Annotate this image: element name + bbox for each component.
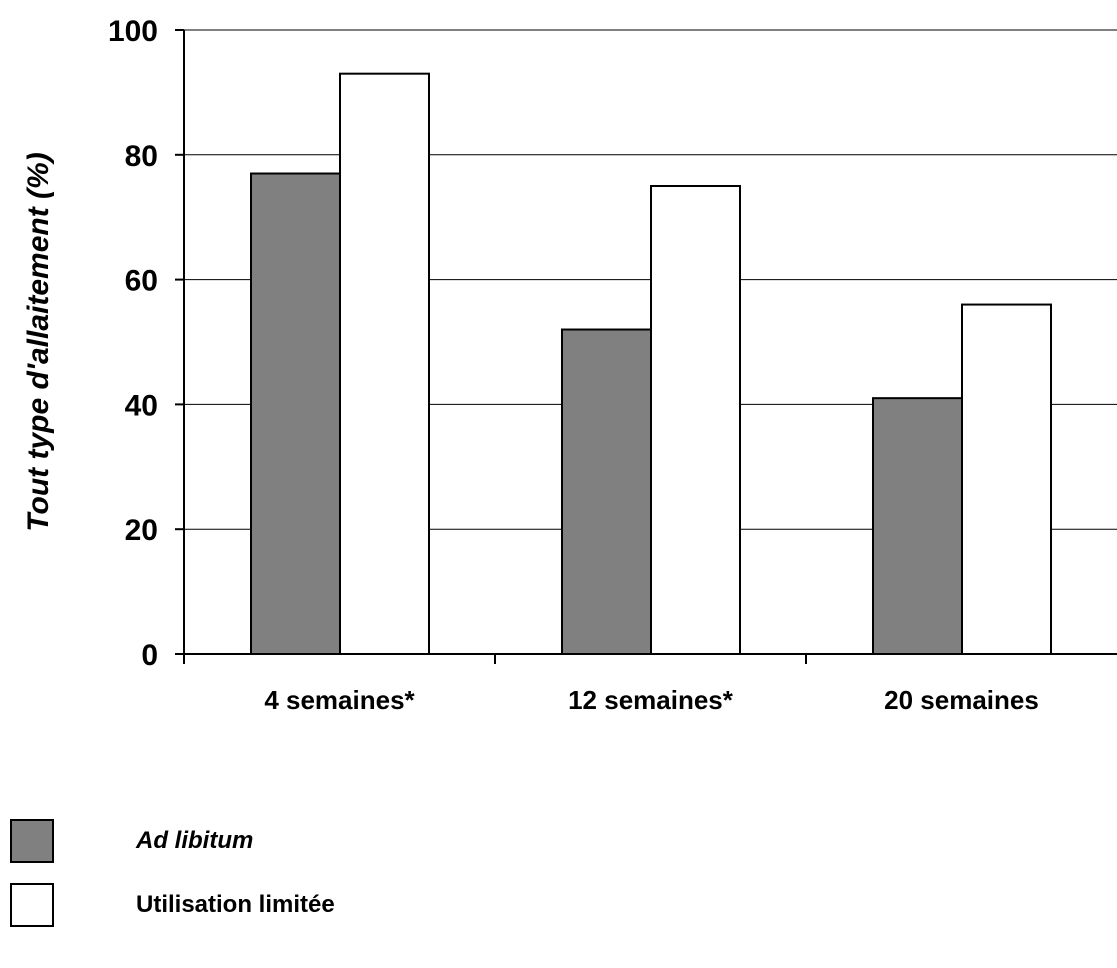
legend-swatch-utilisation-limitee bbox=[10, 883, 54, 927]
y-tick-label-40: 40 bbox=[125, 389, 158, 422]
bar-ad-libitum-12-semaines bbox=[561, 328, 652, 655]
x-tick-label-4-semaines: 4 semaines* bbox=[264, 685, 415, 715]
y-tick-label-100: 100 bbox=[108, 15, 158, 48]
x-tick-label-12-semaines: 12 semaines* bbox=[568, 685, 734, 715]
legend-label-ad-libitum: Ad libitum bbox=[136, 827, 254, 854]
bar-ad-libitum-20-semaines bbox=[872, 397, 963, 655]
bar-utilisation-limit-e-12-semaines bbox=[650, 185, 741, 655]
y-tick-label-0: 0 bbox=[141, 639, 158, 672]
y-tick-label-80: 80 bbox=[125, 140, 158, 173]
x-tick-label-20-semaines: 20 semaines bbox=[884, 685, 1039, 715]
y-tick-label-60: 60 bbox=[125, 265, 158, 298]
axes bbox=[175, 29, 1117, 664]
bar-utilisation-limit-e-4-semaines bbox=[339, 72, 430, 656]
y-tick-label-20: 20 bbox=[125, 514, 158, 547]
labels: 0 20 40 60 80 100 4 semaines* 12 semaines* 20 se… bbox=[108, 15, 1039, 715]
y-axis-title: Tout type d'allaitement (%) bbox=[22, 152, 55, 531]
legend-label-utilisation-limitee: Utilisation limitée bbox=[136, 891, 335, 918]
bar-utilisation-limit-e-20-semaines bbox=[961, 303, 1052, 655]
bar-ad-libitum-4-semaines bbox=[250, 172, 341, 656]
legend-swatch-ad-libitum bbox=[10, 819, 54, 863]
bar-chart: 0 20 40 60 80 100 4 semaines* 12 semaines* 20 se… bbox=[22, 15, 1117, 715]
bars bbox=[250, 72, 1052, 656]
